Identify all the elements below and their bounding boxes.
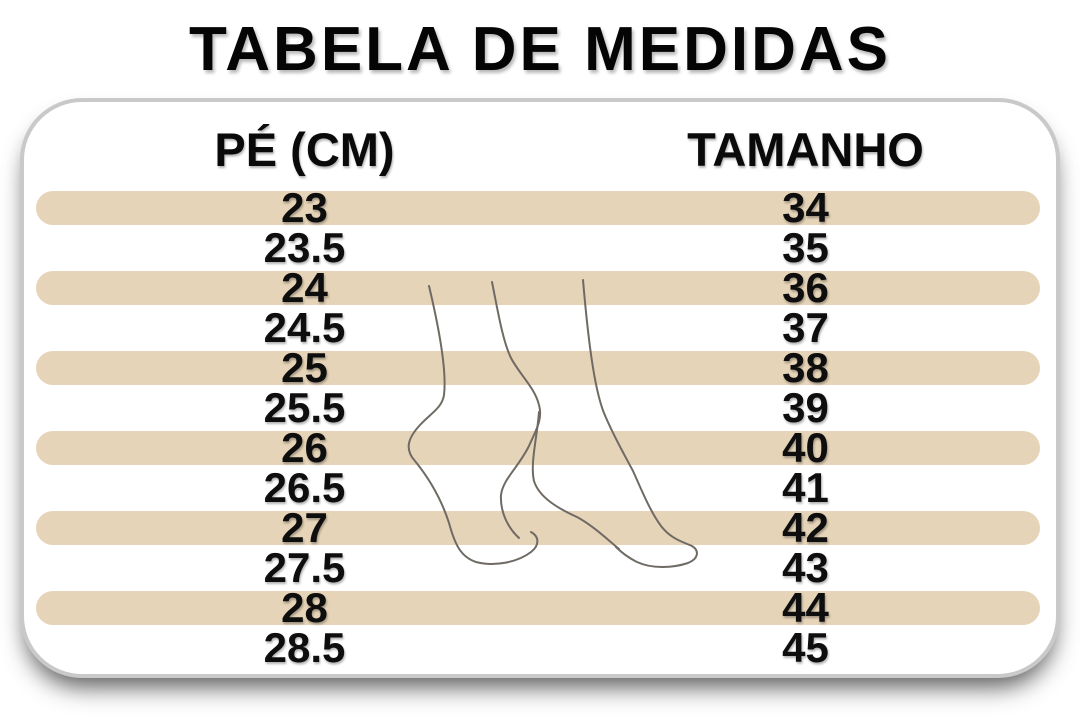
cell-tamanho: 42 (782, 504, 829, 551)
cell-pe: 27.5 (263, 544, 346, 591)
cell-tamanho: 36 (782, 264, 829, 311)
column-header-pe: PÉ (CM) (214, 123, 395, 176)
cell-pe: 24.5 (263, 304, 346, 351)
column-header-tamanho: TAMANHO (687, 123, 924, 176)
cell-pe: 23 (281, 184, 328, 231)
table-row: 27.5 43 (24, 544, 1056, 591)
cell-pe: 25.5 (263, 384, 346, 431)
cell-pe: 26 (281, 424, 328, 471)
cell-tamanho: 37 (782, 304, 829, 351)
table-row: 26 40 (24, 424, 1056, 471)
table-row: 25.5 39 (24, 384, 1056, 431)
cell-pe: 25 (281, 344, 328, 391)
table-row: 28 44 (24, 584, 1056, 631)
cell-tamanho: 38 (782, 344, 829, 391)
table-row: 26.5 41 (24, 464, 1056, 511)
cell-tamanho: 34 (782, 184, 829, 231)
cell-tamanho: 39 (782, 384, 829, 431)
cell-tamanho: 41 (782, 464, 829, 511)
cell-pe: 26.5 (263, 464, 346, 511)
table-row: 27 42 (24, 504, 1056, 551)
cell-tamanho: 45 (782, 624, 829, 671)
table-row: 24 36 (24, 264, 1056, 311)
table-row: 28.5 45 (24, 624, 1056, 671)
cell-pe: 23.5 (263, 224, 346, 271)
cell-tamanho: 40 (782, 424, 829, 471)
table-row: 24.5 37 (24, 304, 1056, 351)
cell-tamanho: 35 (782, 224, 829, 271)
table-header-row: PÉ (CM) TAMANHO (24, 102, 1056, 176)
cell-pe: 28.5 (263, 624, 346, 671)
cell-pe: 24 (281, 264, 328, 311)
cell-pe: 27 (281, 504, 328, 551)
size-rows: 23 34 23.5 35 24 36 24.5 37 25 38 25.5 3… (24, 184, 1056, 671)
cell-tamanho: 43 (782, 544, 829, 591)
table-row: 23 34 (24, 184, 1056, 231)
table-row: 23.5 35 (24, 224, 1056, 271)
table-row: 25 38 (24, 344, 1056, 391)
page-title: TABELA DE MEDIDAS (189, 15, 891, 84)
cell-pe: 28 (281, 584, 328, 631)
cell-tamanho: 44 (782, 584, 829, 631)
size-chart-card: PÉ (CM) TAMANHO 23 34 23.5 35 24 36 24.5… (20, 98, 1060, 678)
